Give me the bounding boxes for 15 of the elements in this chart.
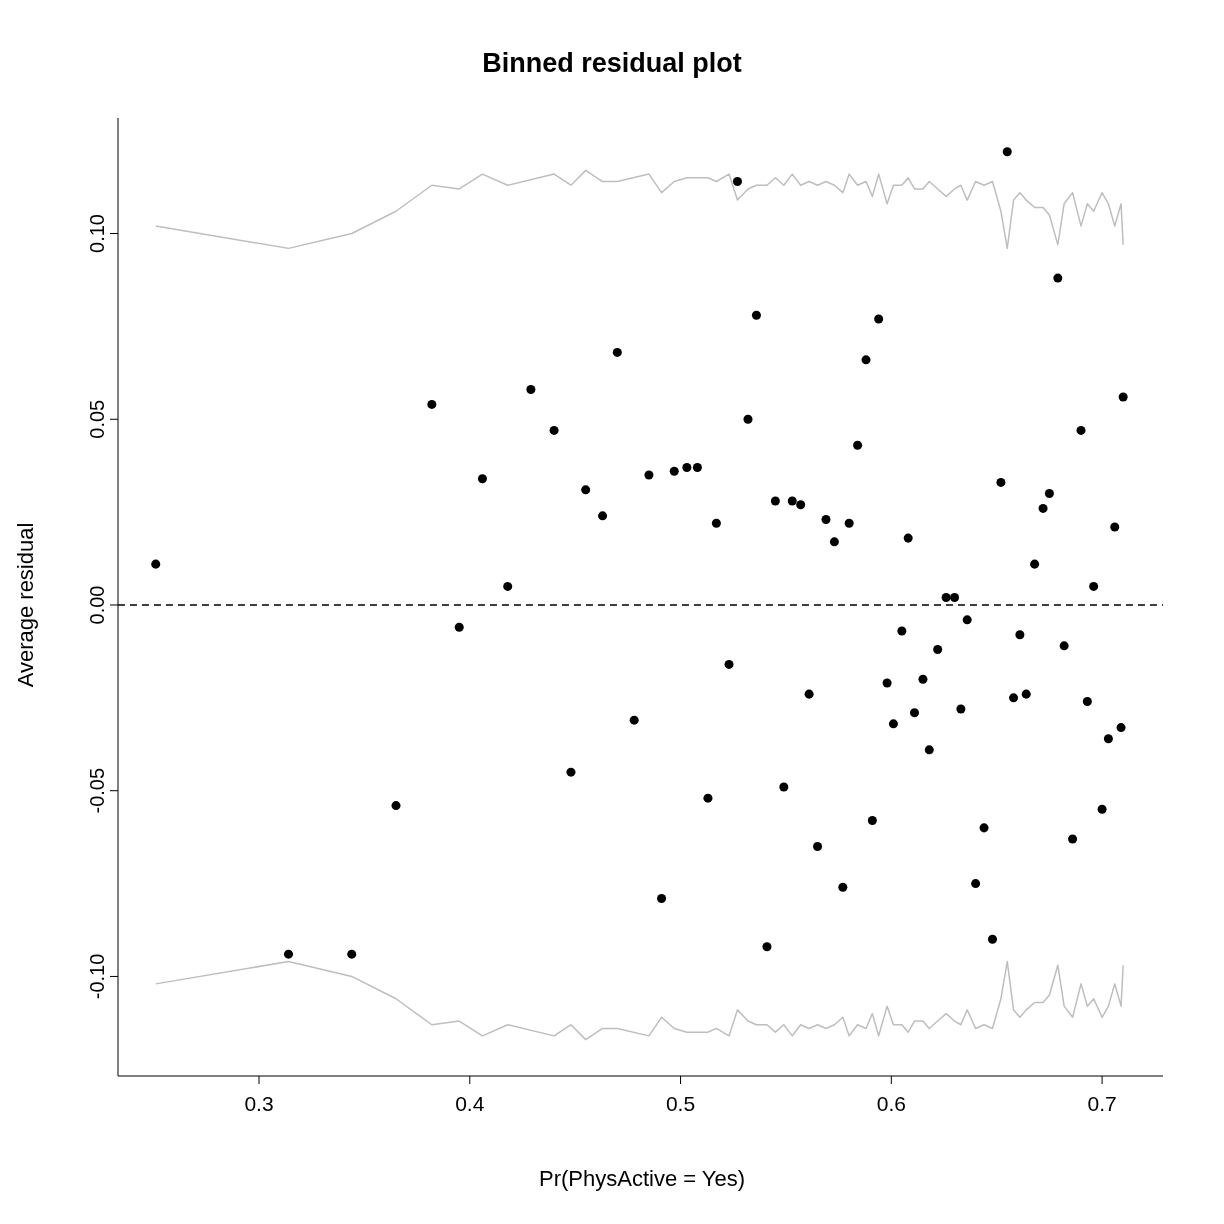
y-tick-label: 0.10 [86,214,108,253]
x-tick-label: 0.5 [665,1091,696,1115]
y-axis-title: Average residual [13,522,39,688]
x-tick-label: 0.6 [876,1091,906,1115]
line-series [154,960,1124,1041]
chart-title: Binned residual plot [481,48,743,79]
y-tick-label: -0.05 [86,767,108,814]
x-axis-title: Pr(PhysActive = Yes) [537,1166,746,1192]
y-tick-label: 0.05 [86,399,108,439]
x-tick-label: 0.7 [1087,1091,1117,1115]
line-series [154,169,1124,250]
x-tick-label: 0.3 [244,1091,274,1115]
y-tick-label: -0.10 [86,953,108,1000]
x-tick-label: 0.4 [455,1091,485,1115]
y-tick-label: 0.00 [86,585,108,625]
